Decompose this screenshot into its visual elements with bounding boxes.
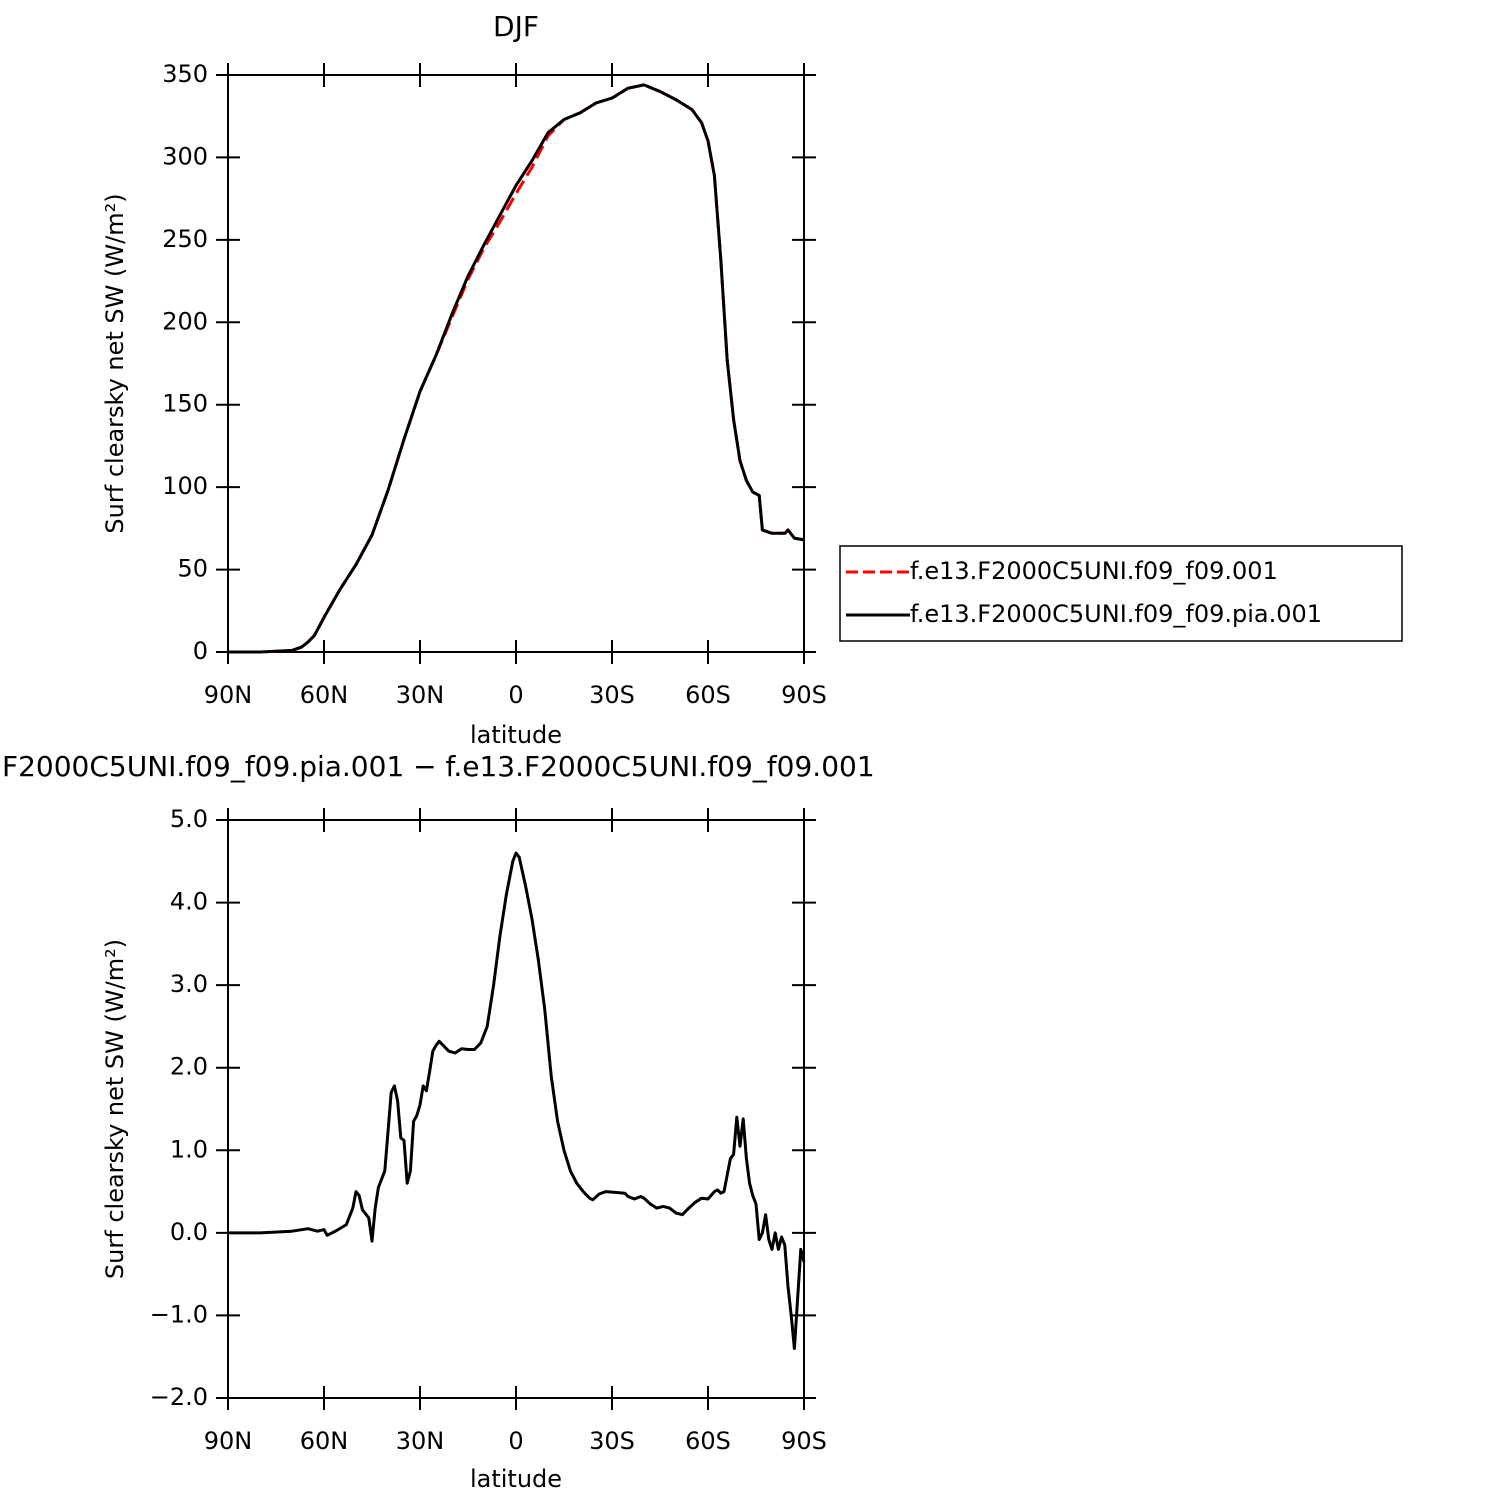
x-tick-label: 0	[508, 1427, 523, 1455]
chart-title: DJF	[493, 10, 539, 43]
chart-title: F2000C5UNI.f09_f09.pia.001 − f.e13.F2000…	[2, 750, 875, 783]
y-tick-label: 5.0	[170, 805, 208, 833]
x-axis-label: latitude	[470, 1465, 562, 1493]
plot-frame	[227, 74, 805, 653]
data-line	[228, 83, 805, 654]
x-tick-label: 60N	[300, 681, 349, 709]
x-tick-label: 90S	[781, 681, 827, 709]
data-line	[228, 851, 806, 1350]
y-tick-label: −1.0	[150, 1300, 208, 1328]
x-tick-label: 60S	[685, 681, 731, 709]
data-line	[228, 83, 805, 654]
y-tick-label: 3.0	[170, 970, 208, 998]
x-tick-label: 30N	[396, 1427, 445, 1455]
y-tick-label: −2.0	[150, 1383, 208, 1411]
legend-label: f.e13.F2000C5UNI.f09_f09.pia.001	[910, 600, 1322, 628]
x-tick-label: 30S	[589, 681, 635, 709]
plot-frame	[227, 819, 805, 1399]
x-tick-label: 30N	[396, 681, 445, 709]
y-tick-label: 350	[162, 60, 208, 88]
y-tick-label: 1.0	[170, 1135, 208, 1163]
y-tick-label: 200	[162, 307, 208, 335]
x-axis-label: latitude	[470, 721, 562, 749]
x-tick-label: 90S	[781, 1427, 827, 1455]
x-tick-label: 60N	[300, 1427, 349, 1455]
x-tick-label: 30S	[589, 1427, 635, 1455]
y-tick-label: 100	[162, 472, 208, 500]
legend-label: f.e13.F2000C5UNI.f09_f09.001	[910, 557, 1278, 585]
y-axis-label: Surf clearsky net SW (W/m²)	[101, 193, 129, 533]
y-tick-label: 300	[162, 142, 208, 170]
y-tick-label: 150	[162, 390, 208, 418]
y-tick-label: 2.0	[170, 1053, 208, 1081]
y-tick-label: 0.0	[170, 1218, 208, 1246]
y-axis-label: Surf clearsky net SW (W/m²)	[101, 939, 129, 1279]
y-tick-label: 250	[162, 225, 208, 253]
y-tick-label: 0	[193, 637, 208, 665]
y-tick-label: 50	[177, 555, 208, 583]
legend-box	[839, 545, 1403, 642]
x-tick-label: 60S	[685, 1427, 731, 1455]
x-tick-label: 0	[508, 681, 523, 709]
x-tick-label: 90N	[204, 1427, 253, 1455]
y-tick-label: 4.0	[170, 888, 208, 916]
x-tick-label: 90N	[204, 681, 253, 709]
